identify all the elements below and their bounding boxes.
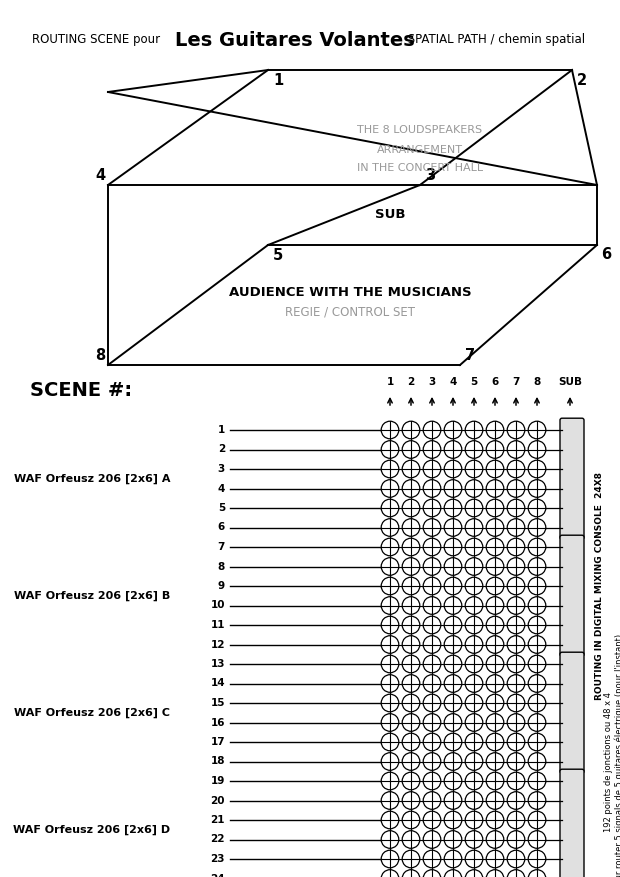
Text: 22: 22: [211, 835, 225, 845]
Text: 10: 10: [211, 601, 225, 610]
Text: 3: 3: [428, 377, 436, 387]
Text: 6: 6: [492, 377, 498, 387]
Text: 2: 2: [218, 445, 225, 454]
Text: 17: 17: [210, 737, 225, 747]
Text: AUDIENCE WITH THE MUSICIANS: AUDIENCE WITH THE MUSICIANS: [229, 286, 471, 298]
Text: SUB: SUB: [558, 377, 582, 387]
Text: Les Guitares Volantes: Les Guitares Volantes: [175, 31, 415, 49]
FancyBboxPatch shape: [560, 769, 584, 877]
Text: 8: 8: [218, 561, 225, 572]
Text: 2: 2: [407, 377, 415, 387]
Text: 20: 20: [211, 795, 225, 805]
Text: 23: 23: [211, 854, 225, 864]
Text: 7: 7: [512, 377, 520, 387]
Text: ROUTING IN DIGITAL MIXING CONSOLE  24X8: ROUTING IN DIGITAL MIXING CONSOLE 24X8: [595, 472, 604, 700]
Text: 11: 11: [211, 620, 225, 630]
Text: IN THE CONCERT HALL: IN THE CONCERT HALL: [357, 163, 483, 173]
Text: 4: 4: [95, 168, 105, 183]
FancyBboxPatch shape: [560, 652, 584, 774]
Text: 7: 7: [465, 348, 475, 363]
Text: 5: 5: [471, 377, 477, 387]
Text: SCENE #:: SCENE #:: [30, 381, 132, 400]
Text: 12: 12: [211, 639, 225, 650]
Text: SUB: SUB: [374, 209, 405, 222]
Text: ROUTING SCENE pour: ROUTING SCENE pour: [32, 33, 164, 46]
Text: 6: 6: [218, 523, 225, 532]
Text: 2: 2: [577, 73, 587, 88]
Text: WAF Orfeusz 206 [2x6] B: WAF Orfeusz 206 [2x6] B: [14, 590, 170, 601]
Text: 9: 9: [218, 581, 225, 591]
Text: 8: 8: [95, 348, 105, 363]
Text: 14: 14: [210, 679, 225, 688]
Text: 15: 15: [211, 698, 225, 708]
Text: 192 points de jonctions ou 48 x 4
pour router 5 signals de 5 guitares électrique: 192 points de jonctions ou 48 x 4 pour r…: [604, 633, 620, 877]
Text: THE 8 LOUDSPEAKERS: THE 8 LOUDSPEAKERS: [358, 125, 482, 135]
Text: 5: 5: [273, 248, 283, 263]
Text: 7: 7: [218, 542, 225, 552]
Text: 4: 4: [218, 483, 225, 494]
Text: 8: 8: [533, 377, 541, 387]
Text: 21: 21: [211, 815, 225, 825]
Text: 19: 19: [211, 776, 225, 786]
Text: 1: 1: [273, 73, 283, 88]
Text: WAF Orfeusz 206 [2x6] D: WAF Orfeusz 206 [2x6] D: [13, 824, 170, 835]
Text: 1: 1: [218, 425, 225, 435]
Text: 5: 5: [218, 503, 225, 513]
Text: 3: 3: [218, 464, 225, 474]
Text: 3: 3: [425, 168, 435, 183]
Text: WAF Orfeusz 206 [2x6] A: WAF Orfeusz 206 [2x6] A: [14, 474, 170, 484]
Text: 1: 1: [386, 377, 394, 387]
Text: 6: 6: [601, 247, 611, 262]
Text: 24: 24: [210, 873, 225, 877]
Text: ARRANGEMENT: ARRANGEMENT: [377, 145, 463, 155]
Text: WAF Orfeusz 206 [2x6] C: WAF Orfeusz 206 [2x6] C: [14, 708, 170, 718]
FancyBboxPatch shape: [560, 418, 584, 539]
FancyBboxPatch shape: [560, 535, 584, 656]
Text: 18: 18: [211, 757, 225, 766]
Text: 13: 13: [211, 659, 225, 669]
Text: SPATIAL PATH / chemin spatial: SPATIAL PATH / chemin spatial: [404, 33, 585, 46]
Text: 16: 16: [211, 717, 225, 728]
Text: 4: 4: [450, 377, 457, 387]
Text: REGIE / CONTROL SET: REGIE / CONTROL SET: [285, 305, 415, 318]
